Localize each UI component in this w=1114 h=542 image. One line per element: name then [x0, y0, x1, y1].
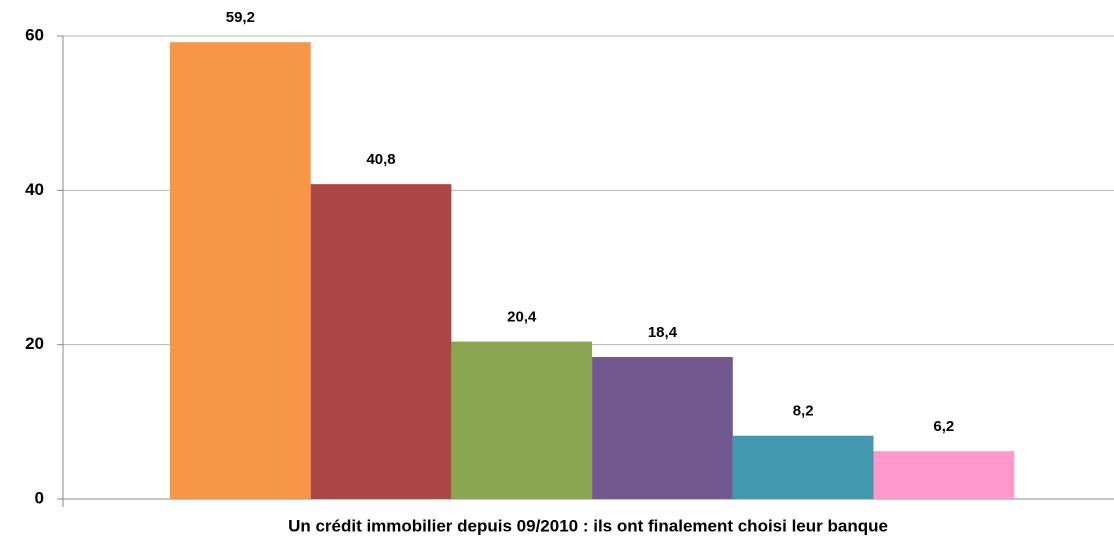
y-tick-label: 20 — [25, 334, 44, 353]
bar — [310, 184, 452, 499]
value-label: 40,8 — [366, 151, 395, 168]
y-tick-label: 60 — [25, 25, 44, 44]
value-label: 20,4 — [507, 309, 537, 326]
x-tick-label: Un crédit immobilier depuis 09/2010 : il… — [288, 516, 888, 535]
bar — [732, 435, 874, 499]
value-label: 8,2 — [793, 403, 814, 420]
value-label: 6,2 — [933, 418, 954, 435]
bar — [170, 42, 311, 499]
y-tick-label: 0 — [35, 488, 44, 507]
value-label: 59,2 — [226, 9, 255, 26]
value-label: 18,4 — [648, 324, 678, 341]
y-tick-label: 40 — [25, 180, 44, 199]
bar — [592, 357, 733, 499]
bar — [451, 341, 593, 499]
bar — [873, 451, 1015, 499]
